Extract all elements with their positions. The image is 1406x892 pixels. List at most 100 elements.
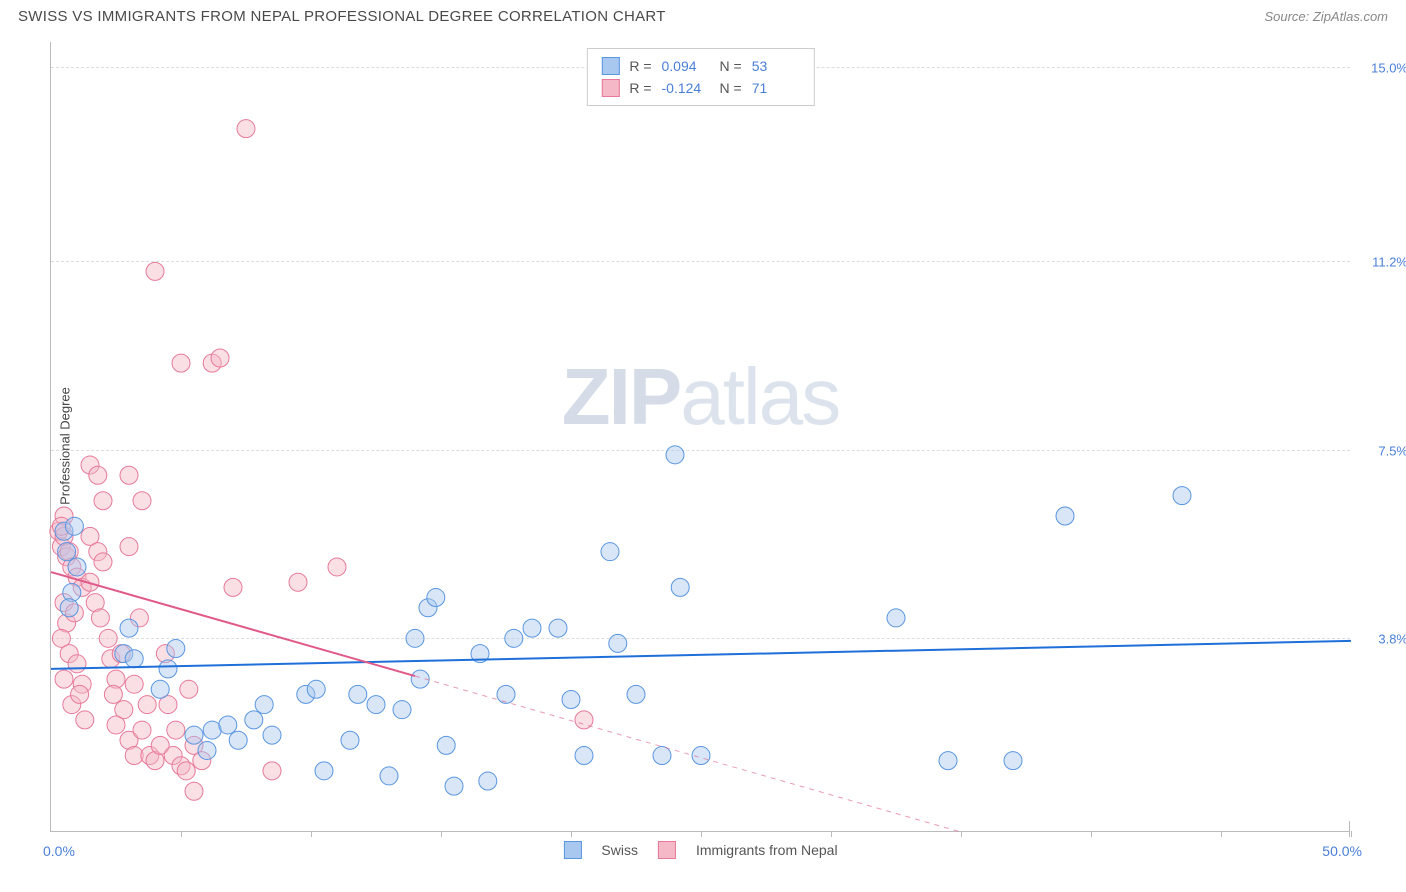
swatch-swiss — [601, 57, 619, 75]
data-point — [159, 660, 177, 678]
y-tick-label: 3.8% — [1358, 632, 1406, 647]
data-point — [380, 767, 398, 785]
data-point — [76, 711, 94, 729]
data-point — [427, 589, 445, 607]
r-label: R = — [629, 77, 651, 99]
data-point — [315, 762, 333, 780]
data-point — [133, 492, 151, 510]
data-point — [393, 701, 411, 719]
n-value-swiss: 53 — [752, 55, 800, 77]
data-point — [224, 578, 242, 596]
data-point — [68, 558, 86, 576]
x-tick — [571, 831, 572, 837]
data-point — [94, 492, 112, 510]
data-point — [575, 747, 593, 765]
data-point — [255, 696, 273, 714]
n-value-nepal: 71 — [752, 77, 800, 99]
data-point — [177, 762, 195, 780]
data-point — [245, 711, 263, 729]
data-point — [671, 578, 689, 596]
plot-area: ZIPatlas 3.8%7.5%11.2%15.0% R = 0.094 N … — [50, 42, 1350, 832]
data-point — [653, 747, 671, 765]
data-point — [211, 349, 229, 367]
data-point — [549, 619, 567, 637]
data-point — [71, 685, 89, 703]
trendline — [51, 641, 1351, 669]
data-point — [120, 619, 138, 637]
data-point — [219, 716, 237, 734]
data-point — [406, 629, 424, 647]
data-point — [562, 690, 580, 708]
x-tick — [1351, 831, 1352, 837]
r-label: R = — [629, 55, 651, 77]
data-point — [523, 619, 541, 637]
n-label: N = — [720, 77, 742, 99]
data-point — [172, 354, 190, 372]
r-value-nepal: -0.124 — [662, 77, 710, 99]
data-point — [445, 777, 463, 795]
x-axis-min-label: 0.0% — [43, 843, 75, 859]
data-point — [125, 675, 143, 693]
x-tick — [441, 831, 442, 837]
legend-label-nepal: Immigrants from Nepal — [696, 842, 838, 858]
data-point — [89, 466, 107, 484]
data-point — [167, 721, 185, 739]
x-tick — [1091, 831, 1092, 837]
chart-title: SWISS VS IMMIGRANTS FROM NEPAL PROFESSIO… — [18, 8, 666, 25]
data-point — [185, 726, 203, 744]
x-tick — [701, 831, 702, 837]
data-point — [505, 629, 523, 647]
legend-label-swiss: Swiss — [601, 842, 638, 858]
data-point — [60, 599, 78, 617]
data-point — [120, 538, 138, 556]
y-tick-label: 11.2% — [1358, 255, 1406, 270]
data-point — [99, 629, 117, 647]
x-tick — [1221, 831, 1222, 837]
x-tick — [181, 831, 182, 837]
data-point — [349, 685, 367, 703]
data-point — [263, 726, 281, 744]
x-tick — [311, 831, 312, 837]
swatch-nepal-icon — [658, 841, 676, 859]
data-point — [437, 736, 455, 754]
legend-row-swiss: R = 0.094 N = 53 — [601, 55, 799, 77]
data-point — [138, 696, 156, 714]
data-point — [68, 655, 86, 673]
n-label: N = — [720, 55, 742, 77]
data-point — [939, 752, 957, 770]
data-point — [104, 685, 122, 703]
data-point — [1173, 487, 1191, 505]
data-point — [609, 634, 627, 652]
data-point — [229, 731, 247, 749]
data-point — [601, 543, 619, 561]
data-point — [65, 517, 83, 535]
data-point — [289, 573, 307, 591]
data-point — [180, 680, 198, 698]
swatch-swiss-icon — [563, 841, 581, 859]
data-point — [1004, 752, 1022, 770]
data-point — [497, 685, 515, 703]
scatter-svg — [51, 42, 1350, 831]
data-point — [237, 120, 255, 138]
x-tick — [961, 831, 962, 837]
data-point — [146, 262, 164, 280]
swatch-nepal — [601, 79, 619, 97]
series-legend: Swiss Immigrants from Nepal — [563, 841, 837, 859]
data-point — [107, 716, 125, 734]
data-point — [666, 446, 684, 464]
data-point — [307, 680, 325, 698]
legend-row-nepal: R = -0.124 N = 71 — [601, 77, 799, 99]
chart-source: Source: ZipAtlas.com — [1264, 9, 1388, 24]
data-point — [58, 543, 76, 561]
correlation-legend: R = 0.094 N = 53 R = -0.124 N = 71 — [586, 48, 814, 106]
data-point — [341, 731, 359, 749]
data-point — [120, 466, 138, 484]
data-point — [151, 680, 169, 698]
data-point — [479, 772, 497, 790]
data-point — [185, 782, 203, 800]
x-axis-max-label: 50.0% — [1322, 843, 1362, 859]
trendline-extrapolated — [415, 676, 961, 832]
data-point — [263, 762, 281, 780]
data-point — [167, 640, 185, 658]
data-point — [887, 609, 905, 627]
